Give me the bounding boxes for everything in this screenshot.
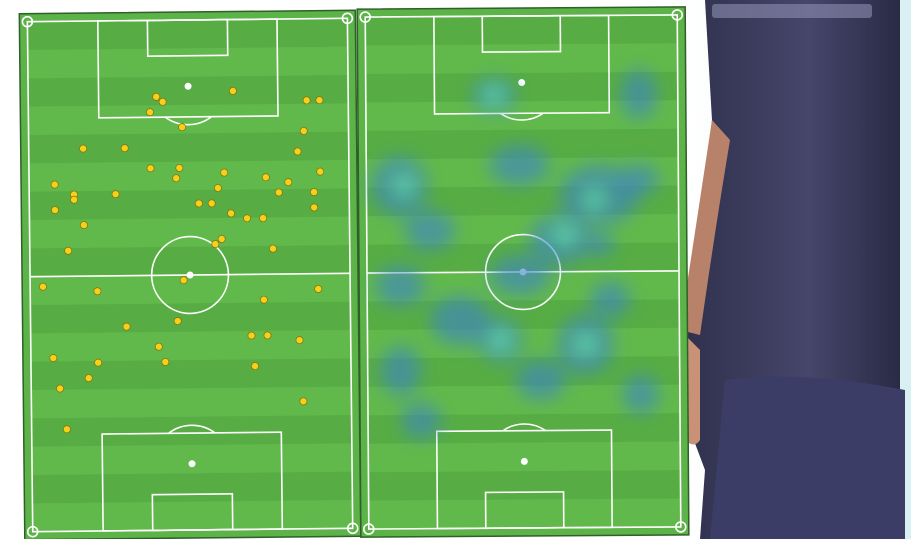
pitch-stripe bbox=[28, 47, 348, 79]
touch-dot bbox=[218, 235, 225, 242]
pitch-stripe bbox=[369, 498, 681, 529]
heat-blob bbox=[623, 374, 659, 414]
pitch-stripe bbox=[32, 472, 352, 504]
touch-dot bbox=[123, 323, 130, 330]
touch-dot bbox=[229, 87, 236, 94]
penalty-spot bbox=[521, 458, 528, 465]
touch-dot bbox=[212, 240, 219, 247]
pitch-stripe bbox=[365, 15, 677, 46]
touch-dot bbox=[153, 93, 160, 100]
touch-dot bbox=[195, 200, 202, 207]
heat-blob bbox=[585, 232, 615, 256]
touch-dot bbox=[285, 179, 292, 186]
heat-blob bbox=[401, 403, 441, 439]
touch-dot bbox=[50, 354, 57, 361]
touch-dot bbox=[180, 277, 187, 284]
touch-dot bbox=[39, 283, 46, 290]
touch-dot bbox=[317, 168, 324, 175]
heat-blob bbox=[590, 281, 630, 317]
pitch-stripe bbox=[31, 358, 351, 390]
graphic bbox=[0, 0, 911, 539]
touch-dot bbox=[264, 332, 271, 339]
touch-dot bbox=[227, 210, 234, 217]
heat-blob bbox=[405, 210, 455, 250]
heat-core bbox=[484, 85, 504, 105]
heat-blob bbox=[619, 164, 659, 194]
touch-dot bbox=[296, 337, 303, 344]
touch-dot bbox=[303, 97, 310, 104]
page: (() => { const data = JSON.parse(documen… bbox=[0, 0, 911, 539]
touch-dot bbox=[155, 343, 162, 350]
touch-dot bbox=[162, 358, 169, 365]
pitch-stripe bbox=[368, 470, 680, 501]
touch-dot bbox=[315, 285, 322, 292]
touch-map-pitch bbox=[19, 10, 360, 539]
heat-blob bbox=[375, 266, 425, 306]
pitch-stripe bbox=[367, 299, 679, 330]
touch-dot bbox=[311, 204, 318, 211]
touch-dot bbox=[147, 165, 154, 172]
heat-core bbox=[575, 334, 595, 354]
pitch-stripe bbox=[32, 415, 352, 447]
touch-dot bbox=[294, 148, 301, 155]
touch-dot bbox=[51, 181, 58, 188]
touch-dot bbox=[275, 189, 282, 196]
touch-dot bbox=[178, 124, 185, 131]
touch-dot bbox=[80, 221, 87, 228]
pitch-stripe bbox=[368, 442, 680, 473]
touch-dot bbox=[214, 184, 221, 191]
touch-dot bbox=[70, 196, 77, 203]
touch-dot bbox=[300, 398, 307, 405]
touch-dot bbox=[51, 206, 58, 213]
touch-dot bbox=[251, 362, 258, 369]
touch-dot bbox=[310, 188, 317, 195]
heat-core bbox=[394, 176, 414, 196]
touch-dot bbox=[300, 127, 307, 134]
pitch-stripe bbox=[27, 18, 347, 50]
touch-dot bbox=[85, 374, 92, 381]
pitch-stripe bbox=[29, 132, 349, 164]
heat-core bbox=[584, 189, 604, 209]
pitch-stripe bbox=[31, 330, 351, 362]
touch-dot bbox=[316, 97, 323, 104]
pitch-stripe bbox=[365, 43, 677, 74]
heat-blob bbox=[381, 346, 421, 396]
heat-blob bbox=[621, 69, 657, 119]
touch-dot bbox=[176, 164, 183, 171]
touch-dot bbox=[56, 385, 63, 392]
pitch-stripe bbox=[30, 302, 350, 334]
penalty-spot bbox=[518, 79, 525, 86]
touch-dot bbox=[259, 214, 266, 221]
touch-dot bbox=[243, 215, 250, 222]
touch-dot bbox=[63, 426, 70, 433]
pitch-stripe bbox=[32, 443, 352, 475]
touch-dot bbox=[95, 359, 102, 366]
touch-dot bbox=[248, 332, 255, 339]
touch-dot bbox=[173, 175, 180, 182]
heat-core bbox=[555, 225, 575, 245]
pitch-stripe bbox=[29, 160, 349, 192]
touch-dot bbox=[262, 174, 269, 181]
heat-blob bbox=[516, 360, 566, 400]
touch-dot bbox=[269, 245, 276, 252]
touch-dot bbox=[260, 296, 267, 303]
pitch-stripe bbox=[29, 217, 349, 249]
player-photo bbox=[671, 0, 911, 539]
touch-dot bbox=[121, 145, 128, 152]
touch-dot bbox=[79, 145, 86, 152]
touch-dot bbox=[208, 200, 215, 207]
pitch-stripe bbox=[32, 500, 352, 532]
touch-dot bbox=[159, 98, 166, 105]
touch-dot bbox=[94, 288, 101, 295]
touch-dot bbox=[174, 317, 181, 324]
touch-dot bbox=[65, 247, 72, 254]
touch-dot bbox=[221, 169, 228, 176]
heatmap-pitch bbox=[357, 7, 689, 537]
pitch-stripe bbox=[28, 75, 348, 107]
touch-dot bbox=[146, 109, 153, 116]
heat-core bbox=[490, 330, 510, 350]
touch-dot bbox=[112, 191, 119, 198]
